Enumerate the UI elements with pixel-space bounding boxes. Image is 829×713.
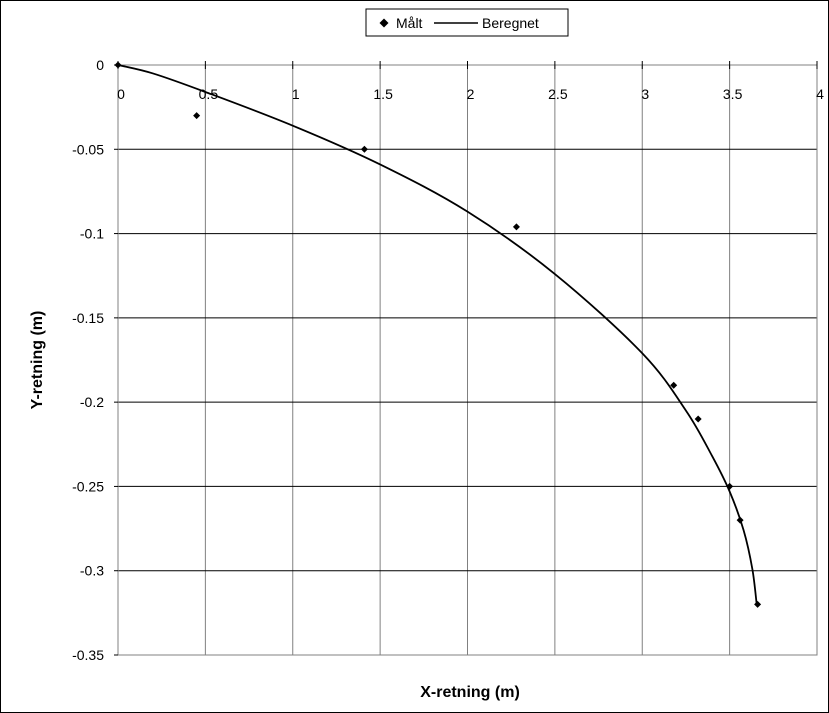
data-point-malt (512, 223, 520, 231)
x-tick-label: 4 (816, 86, 824, 102)
x-tick-label: 1 (292, 86, 300, 102)
y-tick-label: 0 (96, 57, 104, 73)
data-point-malt (736, 516, 744, 524)
x-tick-label: 0 (117, 86, 125, 102)
x-tick-label: 1.5 (373, 86, 393, 102)
data-point-malt (114, 61, 122, 69)
x-axis-title: X-retning (m) (420, 684, 520, 701)
y-axis-ticks: 0 -0.05 -0.1 -0.15 -0.2 -0.25 -0.3 -0.35 (72, 57, 118, 663)
grid (117, 64, 818, 656)
x-axis-ticks: 0 0.5 1 1.5 2 2.5 3 3.5 4 (117, 61, 824, 102)
y-tick-label: -0.1 (80, 226, 104, 242)
y-axis-title: Y-retning (m) (29, 311, 46, 410)
x-tick-label: 3 (641, 86, 649, 102)
legend[interactable]: Målt Beregnet (365, 8, 569, 37)
y-tick-label: -0.15 (72, 310, 104, 326)
data-point-malt (670, 381, 678, 389)
y-tick-label: -0.05 (72, 141, 104, 157)
y-tick-label: -0.2 (80, 394, 104, 410)
data-point-malt (754, 600, 762, 608)
series-line-beregnet (117, 64, 758, 605)
legend-label-malt: Målt (396, 15, 423, 31)
data-point-malt (694, 415, 702, 423)
legend-marker-malt (379, 18, 389, 28)
data-point-malt (193, 112, 201, 120)
x-tick-label: 3.5 (723, 86, 743, 102)
y-tick-label: -0.3 (80, 563, 104, 579)
y-tick-label: -0.25 (72, 478, 104, 494)
data-point-malt (726, 482, 734, 490)
data-point-malt (360, 145, 368, 153)
series (114, 61, 762, 608)
legend-label-beregnet: Beregnet (482, 15, 539, 31)
y-tick-label: -0.35 (72, 647, 104, 663)
x-tick-label: 2.5 (548, 86, 568, 102)
x-tick-label: 2 (467, 86, 475, 102)
